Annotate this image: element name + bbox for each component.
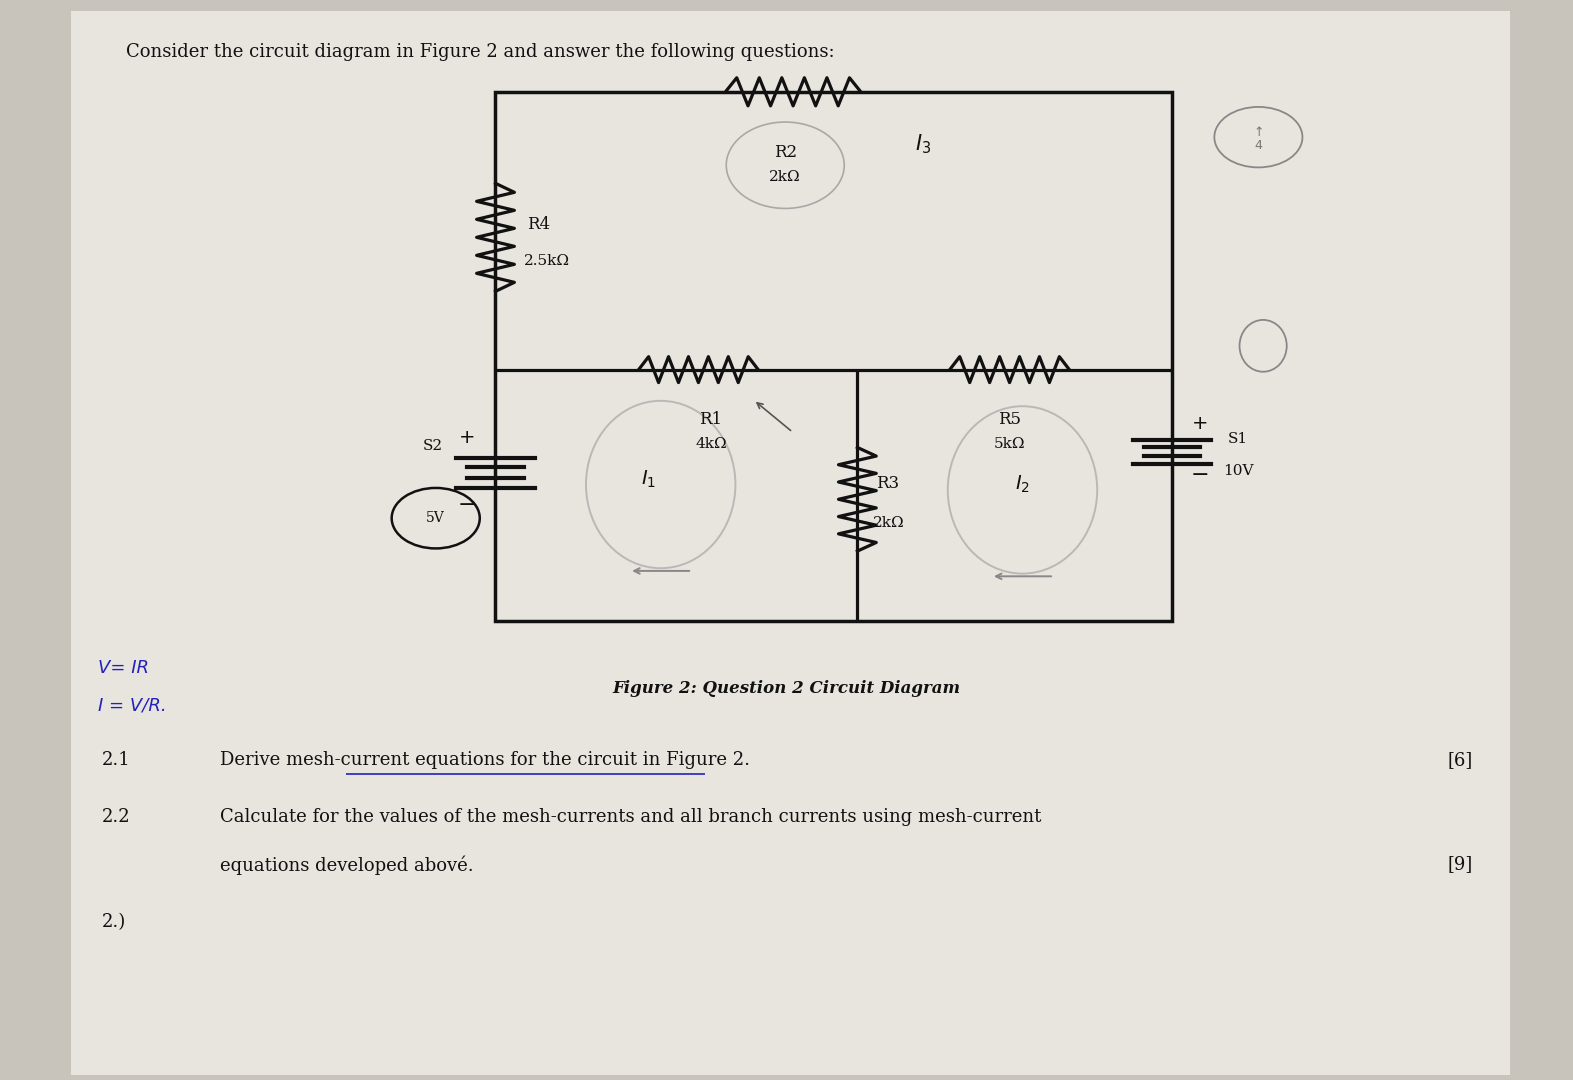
Text: 10V: 10V	[1222, 464, 1254, 478]
Text: 5kΩ: 5kΩ	[994, 436, 1026, 450]
Text: R4: R4	[527, 216, 551, 233]
Text: ↑: ↑	[1254, 126, 1263, 139]
Text: Consider the circuit diagram in Figure 2 and answer the following questions:: Consider the circuit diagram in Figure 2…	[126, 43, 834, 62]
Text: 2kΩ: 2kΩ	[769, 170, 801, 184]
Text: R5: R5	[997, 410, 1021, 428]
Text: Figure 2: Question 2 Circuit Diagram: Figure 2: Question 2 Circuit Diagram	[612, 680, 961, 698]
Text: +: +	[1192, 414, 1208, 433]
Text: R1: R1	[700, 410, 722, 428]
Text: equations developed abové.: equations developed abové.	[220, 855, 473, 875]
Text: Calculate for the values of the mesh-currents and all branch currents using mesh: Calculate for the values of the mesh-cur…	[220, 808, 1041, 826]
Text: 2.): 2.)	[102, 913, 126, 931]
Text: [6]: [6]	[1447, 751, 1472, 769]
Text: $\mathit{I_2}$: $\mathit{I_2}$	[1015, 474, 1030, 495]
Text: S1: S1	[1229, 432, 1247, 446]
Text: +: +	[459, 428, 475, 447]
Text: 2.2: 2.2	[102, 808, 131, 826]
Text: S2: S2	[423, 438, 442, 453]
Text: R3: R3	[876, 474, 900, 491]
Text: 2.1: 2.1	[102, 751, 131, 769]
Text: 5V: 5V	[426, 511, 445, 525]
Text: −: −	[458, 496, 477, 515]
Text: Derive mesh-current equations for the circuit in Figure 2.: Derive mesh-current equations for the ci…	[220, 751, 750, 769]
Text: −: −	[1191, 465, 1210, 485]
Text: 2kΩ: 2kΩ	[873, 516, 904, 530]
Text: R2: R2	[774, 144, 798, 161]
Text: 4: 4	[1254, 139, 1263, 152]
Text: 2.5kΩ: 2.5kΩ	[524, 254, 569, 268]
Text: V= IR: V= IR	[98, 659, 148, 677]
Text: [9]: [9]	[1447, 855, 1472, 874]
Text: 4kΩ: 4kΩ	[695, 436, 727, 450]
Text: $\mathit{I_3}$: $\mathit{I_3}$	[915, 133, 931, 157]
Text: I = V/R.: I = V/R.	[98, 697, 167, 715]
FancyBboxPatch shape	[71, 11, 1510, 1075]
Text: $\mathit{I_1}$: $\mathit{I_1}$	[640, 469, 656, 489]
